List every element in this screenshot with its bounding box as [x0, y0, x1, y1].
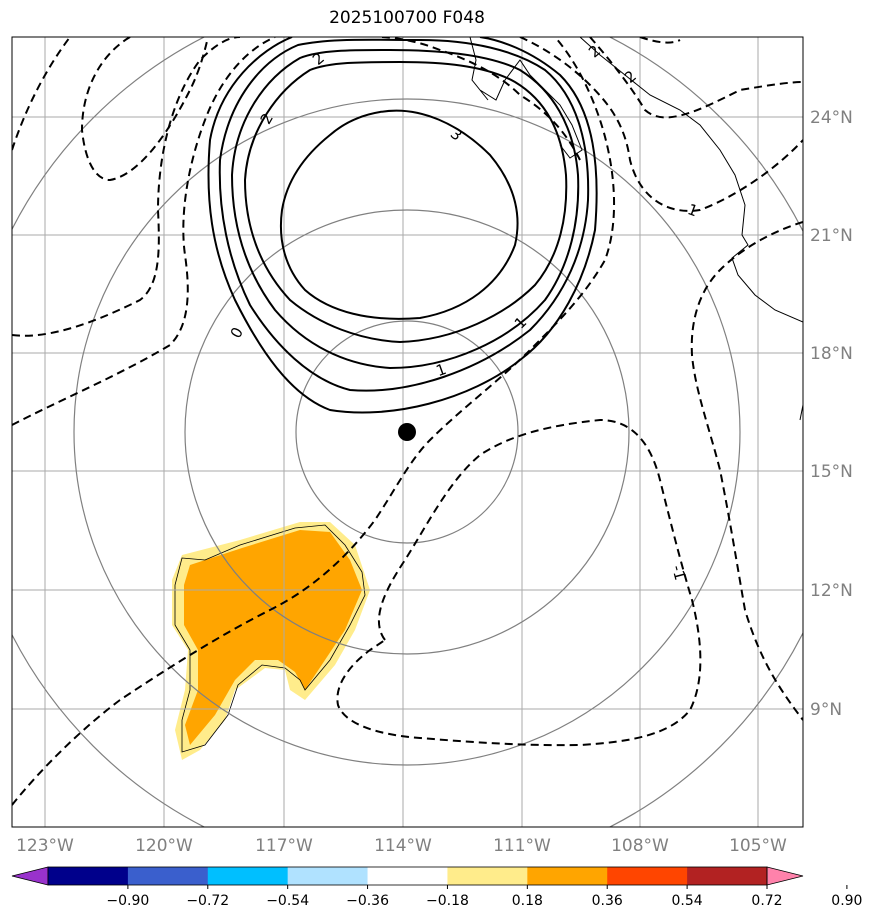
- colorbar-swatch: [48, 867, 129, 885]
- shaded-anomaly-region: [172, 522, 370, 760]
- colorbar-swatch: [447, 867, 528, 885]
- lon-label: 123°W: [16, 836, 74, 856]
- colorbar-tick-label: 0.72: [751, 893, 782, 909]
- colorbar-tick-label: 0.18: [512, 893, 543, 909]
- contour-label: 1: [511, 313, 530, 332]
- colorbar-tick-label: −0.72: [186, 893, 229, 909]
- map-title: 2025100700 F048: [329, 8, 485, 28]
- contour-label: 1: [434, 360, 449, 380]
- lat-label: 9°N: [810, 700, 842, 720]
- colorbar-swatch: [207, 867, 289, 885]
- colorbar-swatch: [287, 867, 369, 885]
- range-rings: [12, 37, 803, 827]
- colorbar-swatch: [527, 867, 608, 885]
- contour-label: 3: [447, 125, 466, 145]
- lat-label: 12°N: [810, 581, 853, 601]
- storm-center-dot: [398, 423, 416, 441]
- contour-label: 2: [621, 67, 640, 87]
- latitude-labels: 24°N 21°N 18°N 15°N 12°N 9°N: [810, 108, 853, 720]
- lon-label: 111°W: [493, 836, 551, 856]
- lon-label: 117°W: [255, 836, 313, 856]
- colorbar-swatch: [367, 867, 448, 885]
- colorbar-extend-high: [766, 866, 804, 886]
- colorbar-extend-low: [11, 866, 49, 886]
- colorbar-tick-label: −0.90: [106, 893, 149, 909]
- colorbar-swatch: [687, 867, 768, 885]
- colorbar-swatch: [607, 867, 688, 885]
- lat-label: 15°N: [810, 462, 853, 482]
- colorbar-tick-label: 0.90: [831, 893, 862, 909]
- map-frame: [11, 36, 804, 828]
- coastline: [469, 37, 803, 421]
- longitude-labels: 123°W 120°W 117°W 114°W 111°W 108°W 105°…: [16, 836, 787, 856]
- positive-contours: [207, 37, 598, 414]
- lon-label: 120°W: [135, 836, 193, 856]
- contour-label: -1: [668, 563, 689, 582]
- negative-contours: [12, 37, 803, 806]
- colorbar-tick-label: 0.36: [592, 893, 623, 909]
- colorbar-tick-label: −0.54: [266, 893, 309, 909]
- lon-label: 108°W: [611, 836, 669, 856]
- colorbar-tick-label: −0.18: [426, 893, 469, 909]
- contour-label: 0: [227, 324, 247, 341]
- lat-label: 18°N: [810, 344, 853, 364]
- colorbar-tick-label: 0.54: [672, 893, 703, 909]
- colorbar: −0.90 −0.72 −0.54 −0.36 −0.18 0.18 0.36 0.54 0.7…: [11, 866, 862, 909]
- colorbar-swatch: [127, 867, 209, 885]
- colorbar-outline: [47, 866, 768, 886]
- lon-label: 114°W: [374, 836, 432, 856]
- colorbar-tick-label: −0.36: [346, 893, 389, 909]
- lon-label: 105°W: [729, 836, 787, 856]
- contour-labels: 2 2 3 0 1 -1 1 1 2 2: [227, 42, 701, 583]
- lat-label: 24°N: [810, 108, 853, 128]
- lat-label: 21°N: [810, 226, 853, 246]
